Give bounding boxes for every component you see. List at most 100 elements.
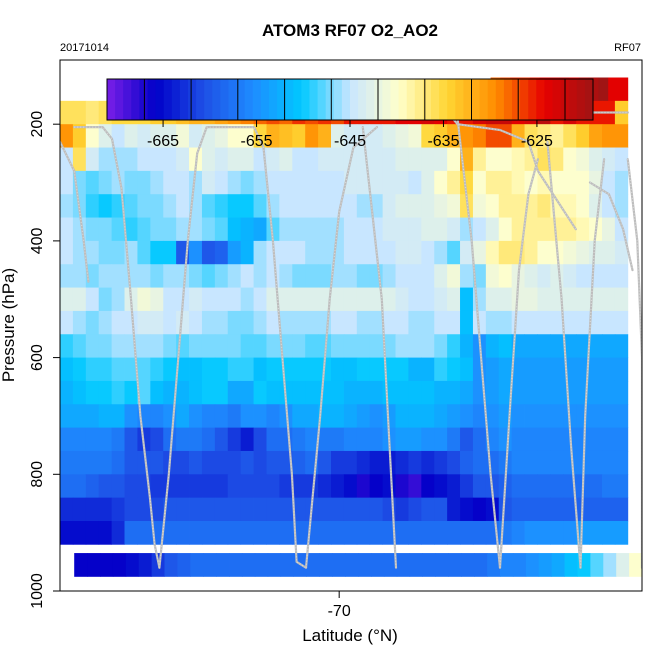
heatmap-cell <box>382 334 396 358</box>
heatmap-cell <box>279 170 293 195</box>
heatmap-cell <box>306 553 320 577</box>
colorbar: -665 -655 -645 -635 -625 <box>106 78 594 150</box>
colorbar-segment <box>220 79 229 120</box>
heatmap-cell <box>201 497 216 522</box>
heatmap-cell <box>356 450 371 475</box>
heatmap-cell <box>382 194 396 218</box>
heatmap-cell <box>576 287 590 312</box>
heatmap-cell <box>602 404 616 429</box>
heatmap-cell <box>472 357 487 382</box>
heatmap-cell <box>279 404 293 429</box>
heatmap-cell <box>598 77 609 102</box>
heatmap-cell <box>85 240 100 265</box>
colorbar-segment <box>196 79 205 120</box>
heatmap-cell <box>564 553 578 577</box>
heatmap-cell <box>85 334 100 358</box>
heatmap-cell <box>240 240 254 265</box>
colorbar-segment <box>293 79 302 120</box>
heatmap-cell <box>524 520 538 545</box>
heatmap-cell <box>421 264 435 288</box>
heatmap-cell <box>189 310 203 335</box>
heatmap-cell <box>461 553 475 577</box>
heatmap-cell <box>550 450 564 475</box>
heatmap-cell <box>279 147 293 172</box>
heatmap-cell <box>602 497 616 522</box>
heatmap-cell <box>240 124 254 148</box>
heatmap-cell <box>498 264 513 288</box>
heatmap-cell <box>111 474 125 499</box>
heatmap-cell <box>150 357 164 382</box>
heatmap-cell <box>408 474 422 499</box>
x-tick-label: -70 <box>328 603 351 620</box>
flight-track-dots <box>158 126 307 569</box>
heatmap-cell <box>137 520 151 545</box>
heatmap-cell <box>537 450 551 475</box>
heatmap-cell <box>292 404 306 429</box>
heatmap-cell <box>98 404 113 429</box>
heatmap-cell <box>472 497 487 522</box>
heatmap-cell <box>292 427 306 452</box>
heatmap-cell <box>279 357 293 382</box>
heatmap-cell <box>72 380 87 405</box>
heatmap-cell <box>356 357 371 382</box>
heatmap-cell <box>498 170 513 195</box>
heatmap-cell <box>163 287 177 312</box>
heatmap-cell <box>163 240 177 265</box>
heatmap-cell <box>111 240 125 265</box>
heatmap-cell <box>176 380 190 405</box>
heatmap-cell <box>240 147 254 172</box>
heatmap-cell <box>150 170 164 195</box>
heatmap-cell <box>72 124 87 148</box>
heatmap-cell <box>98 147 113 172</box>
heatmap-cell <box>395 194 409 218</box>
heatmap-cell <box>201 474 216 499</box>
heatmap-cell <box>395 147 409 172</box>
colorbar-segment <box>447 79 456 120</box>
heatmap-cell <box>240 217 254 242</box>
heatmap-cell <box>460 264 474 288</box>
heatmap-cell <box>124 450 138 475</box>
heatmap-cell <box>111 497 125 522</box>
heatmap-cell <box>602 147 616 172</box>
heatmap-cell <box>201 357 216 382</box>
heatmap-cell <box>434 310 448 335</box>
heatmap-cell <box>124 124 138 148</box>
heatmap-cell <box>150 194 164 218</box>
heatmap-cell <box>176 170 190 195</box>
heatmap-cell <box>227 170 242 195</box>
heatmap-cell <box>279 520 293 545</box>
heatmap-cell <box>589 474 603 499</box>
colorbar-segment <box>301 79 310 120</box>
heatmap-cell <box>524 450 538 475</box>
heatmap-cell <box>421 240 435 265</box>
colorbar-segment <box>123 79 132 120</box>
heatmap-cell <box>589 147 603 172</box>
heatmap-cell <box>485 404 500 429</box>
heatmap-cell <box>588 77 599 102</box>
heatmap-cell <box>163 334 177 358</box>
heatmap-cell <box>576 240 590 265</box>
heatmap-cell <box>267 553 282 577</box>
colorbar-segment <box>179 79 189 120</box>
heatmap-cell <box>421 520 435 545</box>
heatmap-cell <box>498 194 513 218</box>
heatmap-cell <box>60 240 74 265</box>
colorbar-segment <box>171 79 181 120</box>
heatmap-cell <box>576 357 590 382</box>
heatmap-cell <box>576 310 590 335</box>
heatmap-cell <box>98 287 113 312</box>
heatmap-cell <box>472 147 487 172</box>
heatmap-cell <box>201 287 216 312</box>
heatmap-cell <box>343 240 358 265</box>
heatmap-cell <box>345 553 359 577</box>
heatmap-cell <box>511 287 525 312</box>
heatmap-cell <box>240 520 254 545</box>
heatmap-cell <box>201 520 216 545</box>
heatmap-cell <box>214 450 229 475</box>
heatmap-cell <box>60 310 74 335</box>
heatmap-cell <box>408 334 422 358</box>
heatmap-cell <box>150 450 164 475</box>
heatmap-cell <box>189 520 203 545</box>
heatmap-cell <box>111 287 125 312</box>
heatmap-cell <box>485 357 500 382</box>
